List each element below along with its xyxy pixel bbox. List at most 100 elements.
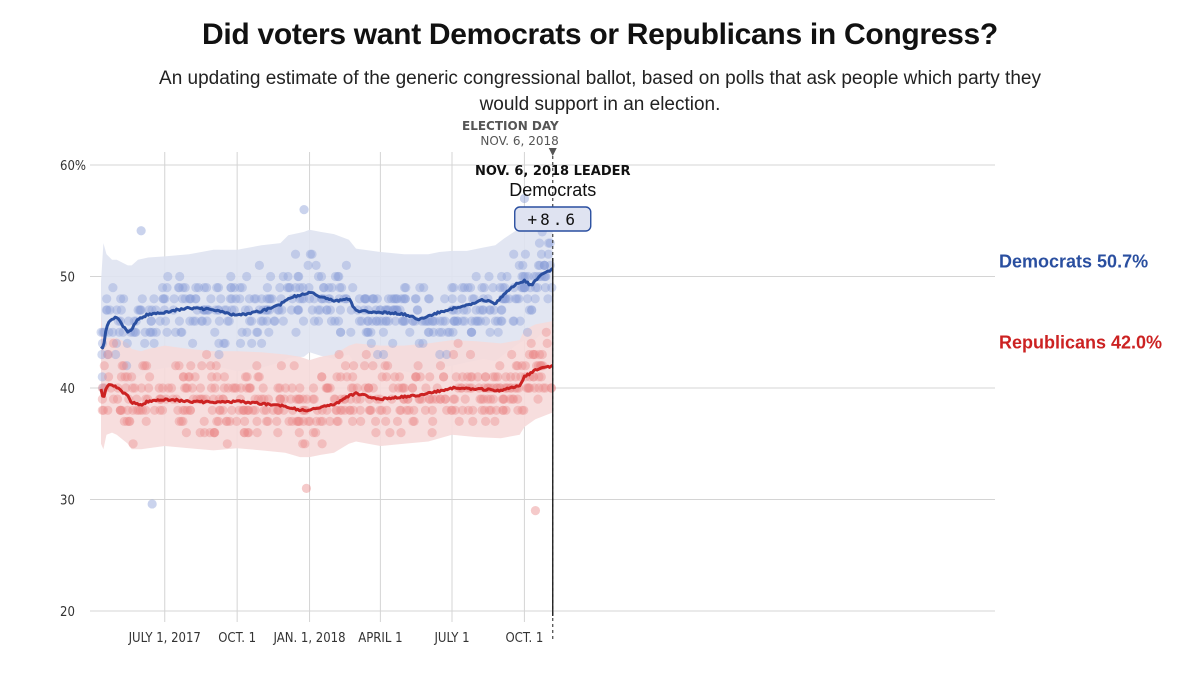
republican-poll-dot <box>125 416 135 426</box>
republican-poll-dot <box>519 405 529 415</box>
democrat-poll-dot <box>518 260 528 270</box>
republican-poll-dot <box>495 361 505 371</box>
democrat-poll-dot <box>119 294 129 304</box>
democrat-poll-dot <box>397 316 407 326</box>
republican-poll-dot <box>465 349 476 360</box>
republican-poll-dot <box>317 372 327 382</box>
democrat-poll-dot <box>475 316 485 326</box>
democrat-poll-dot <box>514 260 524 270</box>
democrat-poll-dot <box>434 327 444 337</box>
trend-lines <box>99 267 554 413</box>
democrat-poll-dot <box>131 327 141 337</box>
republican-poll-dot <box>428 416 438 426</box>
republican-poll-dot <box>195 383 205 393</box>
democrat-poll-dot <box>291 327 301 337</box>
democrat-poll-dot <box>438 316 448 326</box>
y-tick-label: 20 <box>60 605 75 620</box>
democrat-poll-dot <box>335 283 345 293</box>
republican-poll-dot <box>180 383 190 393</box>
democrat-poll-dot <box>286 305 297 315</box>
y-tick-label: 60% <box>60 159 86 174</box>
democrat-poll-dot <box>449 316 459 326</box>
republican-poll-dot <box>171 361 181 371</box>
republican-poll-dot <box>360 361 370 371</box>
democrat-poll-dot <box>490 316 500 326</box>
democrat-poll-dot <box>424 316 434 326</box>
republican-poll-dot <box>337 405 347 415</box>
republican-poll-dot <box>468 405 478 415</box>
republican-poll-dot <box>195 428 205 438</box>
republican-poll-dot <box>127 372 137 382</box>
republican-poll-dot <box>446 405 456 415</box>
democrat-poll-dot <box>413 305 423 315</box>
democrat-poll-dot <box>477 305 488 315</box>
democrat-poll-dot <box>235 294 245 304</box>
democrat-poll-dot <box>293 305 303 315</box>
democrat-poll-dot <box>384 316 394 326</box>
democrat-poll-dot <box>485 327 495 337</box>
republican-poll-dot <box>394 383 404 393</box>
democrat-poll-dot <box>199 283 209 293</box>
republican-poll-dot <box>154 383 164 393</box>
republican-poll-dot <box>244 383 255 393</box>
democrat-poll-dot <box>360 294 370 304</box>
leader-party: Democrats <box>509 180 596 200</box>
democrat-poll-dot <box>428 316 438 326</box>
republican-poll-dot <box>317 416 327 426</box>
republican-poll-dot <box>228 383 238 393</box>
democrat-poll-dot <box>202 283 212 293</box>
republican-poll-dot <box>298 416 308 426</box>
republican-poll-dot <box>210 428 220 438</box>
y-tick-label: 30 <box>60 494 75 509</box>
republican-poll-dot <box>275 394 286 404</box>
democrat-poll-dot <box>440 294 450 304</box>
x-tick-label: APRIL 1 <box>358 631 402 646</box>
republican-poll-dot <box>186 361 196 371</box>
republican-poll-dot <box>317 372 327 382</box>
republican-poll-dot <box>122 416 132 426</box>
republican-poll-dot <box>244 383 255 393</box>
democrat-poll-dot <box>242 327 252 337</box>
democrat-poll-dot <box>457 294 467 304</box>
democrat-poll-dot <box>527 305 537 315</box>
republican-poll-dot <box>431 394 441 404</box>
democrat-poll-dot <box>497 305 507 315</box>
republican-poll-dot <box>371 428 381 438</box>
republican-poll-dot <box>99 361 109 371</box>
republican-poll-dot <box>364 383 374 393</box>
democrat-poll-dot <box>244 294 254 304</box>
democrat-poll-dot <box>97 372 107 382</box>
republican-poll-dot <box>380 361 390 371</box>
democrat-poll-dot <box>322 305 332 315</box>
democrat-poll-dot <box>282 283 293 293</box>
democrat-poll-dot <box>468 294 478 304</box>
democrat-poll-dot <box>534 238 545 248</box>
leader-margin-box <box>514 206 592 232</box>
republican-poll-dot <box>210 383 220 393</box>
republican-poll-dot <box>346 383 357 393</box>
republican-poll-dot <box>394 372 405 382</box>
democrat-poll-dot <box>133 305 143 315</box>
republican-poll-dot <box>507 394 518 404</box>
republican-poll-dot <box>185 405 196 415</box>
republican-poll-dot <box>528 349 538 360</box>
republican-poll-dot <box>215 405 225 415</box>
democrat-poll-dot <box>488 283 498 293</box>
democrat-poll-dot <box>313 305 323 315</box>
republican-poll-dot <box>136 383 147 393</box>
democrat-poll-dot <box>363 316 373 326</box>
democrats-trend-line <box>100 267 554 350</box>
republican-poll-dot <box>112 394 123 404</box>
democrat-poll-dot <box>285 283 295 293</box>
republican-poll-dot <box>289 361 299 371</box>
republican-poll-dot <box>293 416 303 426</box>
democrat-poll-dot <box>471 305 481 315</box>
republican-poll-dot <box>187 383 197 393</box>
republican-poll-dot <box>298 394 308 404</box>
democrat-poll-dot <box>136 226 146 236</box>
republican-poll-dot <box>185 405 195 415</box>
democrat-poll-dot <box>262 294 272 304</box>
democrat-poll-dot <box>191 294 201 304</box>
democrat-poll-dot <box>381 316 391 326</box>
